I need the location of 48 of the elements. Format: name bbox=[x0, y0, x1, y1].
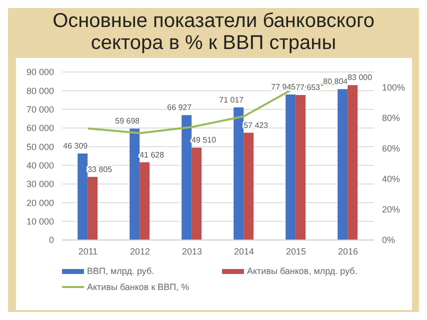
bar bbox=[286, 94, 296, 240]
y-tick-label: 0 bbox=[48, 235, 54, 246]
y2-tick-label: 0% bbox=[382, 235, 396, 246]
bar bbox=[338, 89, 348, 240]
x-tick-label: 2012 bbox=[130, 246, 150, 256]
y-tick-label: 80 000 bbox=[26, 86, 54, 96]
data-label: 57 423 bbox=[244, 120, 269, 130]
bar bbox=[244, 132, 254, 240]
data-label: 49 510 bbox=[192, 136, 217, 145]
legend-label: Активы банков, млрд. руб. bbox=[246, 266, 358, 276]
y-tick-label: 30 000 bbox=[26, 179, 54, 190]
bar bbox=[296, 95, 306, 240]
y2-tick-label: 60% bbox=[382, 144, 400, 154]
data-label: 83 000 bbox=[348, 73, 373, 82]
bar bbox=[88, 176, 98, 240]
y-tick-label: 70 000 bbox=[26, 104, 54, 115]
bar bbox=[192, 148, 202, 240]
y2-tick-label: 80% bbox=[382, 113, 400, 124]
y-tick-label: 60 000 bbox=[26, 123, 54, 134]
y-tick-label: 90 000 bbox=[26, 67, 54, 78]
bar bbox=[140, 162, 150, 240]
data-label: 71 017 bbox=[219, 95, 244, 104]
y2-tick-label: 40% bbox=[382, 174, 400, 184]
legend-label: Активы банков к ВВП, % bbox=[86, 282, 190, 292]
bar bbox=[78, 154, 88, 240]
chart-title: Основные показатели банковского сектора в % к ВВП страны bbox=[52, 9, 376, 54]
y-tick-label: 20 000 bbox=[26, 198, 54, 208]
data-label: 41 628 bbox=[140, 150, 165, 160]
data-label: 46 309 bbox=[63, 142, 88, 151]
legend-label: ВВП, млрд. руб. bbox=[86, 266, 156, 276]
x-tick-label: 2011 bbox=[78, 246, 98, 256]
y-tick-label: 50 000 bbox=[26, 142, 54, 152]
y2-tick-label: 100% bbox=[382, 82, 406, 92]
bar bbox=[234, 107, 244, 240]
bar bbox=[348, 85, 358, 240]
x-tick-label: 2014 bbox=[234, 246, 254, 256]
x-tick-label: 2013 bbox=[182, 246, 202, 256]
x-tick-label: 2015 bbox=[286, 246, 306, 256]
x-tick-label: 2016 bbox=[338, 246, 358, 256]
y-tick-label: 10 000 bbox=[26, 216, 54, 227]
bar bbox=[130, 128, 140, 240]
data-label: 59 698 bbox=[115, 116, 140, 126]
data-label: 66 927 bbox=[167, 103, 192, 112]
bar bbox=[182, 115, 192, 240]
data-label: 77 945 bbox=[271, 82, 296, 92]
y2-tick-label: 20% bbox=[382, 204, 400, 215]
data-label: 33 805 bbox=[88, 164, 113, 174]
y-tick-label: 40 000 bbox=[26, 160, 54, 171]
